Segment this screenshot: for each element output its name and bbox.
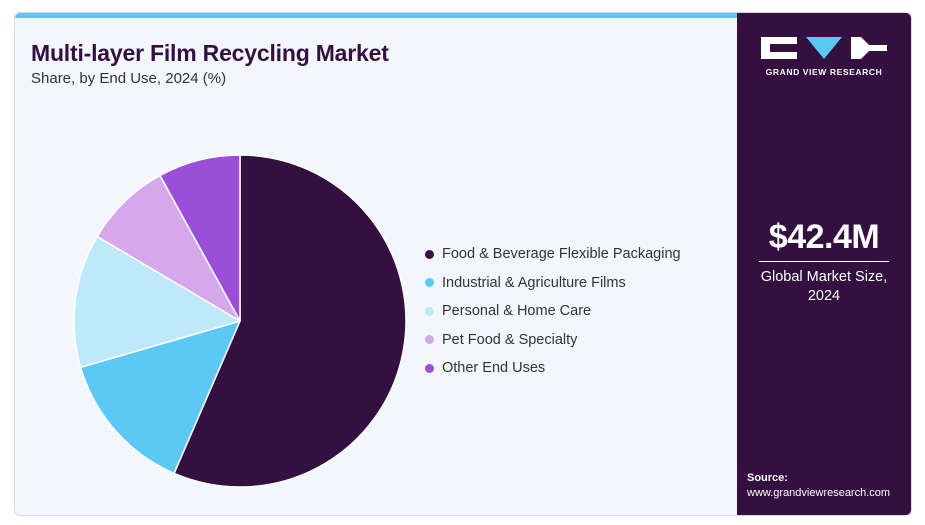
pie-chart [73, 154, 407, 488]
legend-label-0: Food & Beverage Flexible Packaging [442, 246, 681, 263]
legend-swatch-2 [425, 306, 434, 316]
pie-slice-0 [173, 154, 407, 488]
pie-slice-4 [159, 154, 241, 322]
legend-item-1: Industrial & Agriculture Films [425, 269, 681, 298]
market-size-label: Global Market Size, 2024 [760, 269, 888, 304]
chart-area: Multi-layer Film Recycling Market Share,… [15, 18, 737, 515]
brand-text: GRAND VIEW RESEARCH [765, 67, 883, 77]
brand-logo: GRAND VIEW RESEARCH [761, 35, 887, 77]
legend-swatch-1 [425, 278, 434, 288]
legend-item-2: Personal & Home Care [425, 297, 681, 326]
legend-item-0: Food & Beverage Flexible Packaging [425, 240, 681, 269]
legend-swatch-3 [425, 335, 434, 345]
chart-legend: Food & Beverage Flexible Packaging Indust… [425, 240, 681, 383]
legend-label-3: Pet Food & Specialty [442, 331, 578, 348]
legend-swatch-0 [425, 249, 434, 259]
legend-item-4: Other End Uses [425, 354, 681, 383]
market-size-block: $42.4M Global Market Size, 2024 [737, 218, 911, 306]
source-label: Source: [747, 472, 788, 484]
chart-card: Multi-layer Film Recycling Market Share,… [14, 12, 912, 516]
metric-divider [759, 261, 889, 262]
accent-bar [15, 13, 737, 18]
info-sidebar: GRAND VIEW RESEARCH $42.4M Global Market… [737, 13, 911, 515]
legend-label-1: Industrial & Agriculture Films [442, 274, 626, 291]
legend-label-2: Personal & Home Care [442, 303, 592, 320]
legend-swatch-4 [425, 363, 434, 373]
pie-slice-3 [96, 174, 241, 322]
source-link[interactable]: www.grandviewresearch.com [747, 487, 891, 499]
chart-subtitle: Share, by End Use, 2024 (%) [31, 70, 227, 87]
legend-item-3: Pet Food & Specialty [425, 326, 681, 355]
market-size-value: $42.4M [768, 218, 880, 256]
source-note: Source: www.grandviewresearch.com [747, 471, 890, 501]
pie-slice-1 [79, 320, 241, 475]
chart-title: Multi-layer Film Recycling Market [31, 40, 389, 66]
legend-label-4: Other End Uses [442, 360, 546, 377]
pie-slice-2 [73, 235, 241, 369]
gvr-logo-icon [761, 37, 887, 59]
